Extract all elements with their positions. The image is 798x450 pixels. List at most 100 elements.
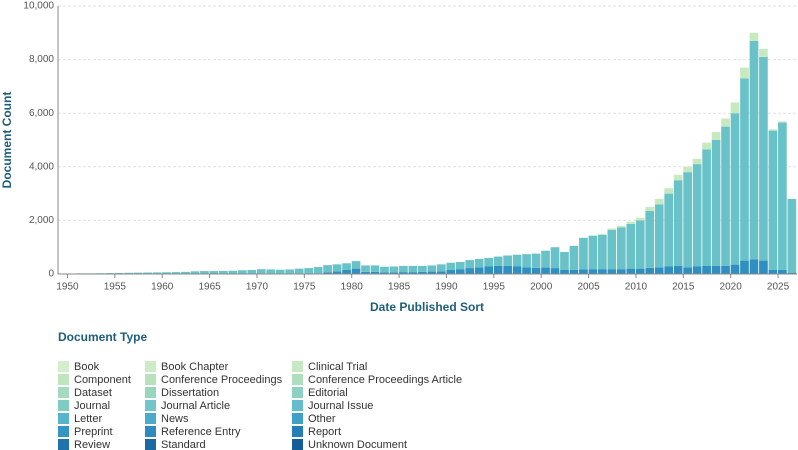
bar-segment [588, 235, 598, 236]
bar-segment [749, 40, 759, 260]
bar-segment [673, 174, 683, 181]
bar-segment [332, 264, 342, 272]
bar-segment [474, 267, 484, 274]
bar-segment [399, 265, 408, 273]
bar-segment [503, 265, 512, 274]
bar-segment [408, 272, 418, 274]
bar-segment [635, 217, 645, 221]
bar-segment [238, 270, 247, 274]
x-tick-label: 1965 [198, 282, 221, 293]
bar-segment [389, 272, 399, 274]
bar-segment [711, 131, 721, 140]
bar-segment [219, 270, 228, 274]
bar-segment [683, 172, 692, 268]
legend-label: Review [74, 439, 110, 450]
bar-segment [484, 266, 494, 274]
legend-swatch [145, 361, 156, 372]
bar-segment [304, 268, 314, 274]
legend-label: Journal Article [161, 400, 230, 412]
bar-segment [455, 269, 465, 274]
x-tick-label: 1990 [435, 282, 458, 293]
bar-segment [143, 272, 152, 274]
legend-label: Dataset [74, 387, 112, 399]
bar-segment [247, 269, 257, 274]
legend-label: Report [308, 426, 341, 438]
y-tick-label: 2,000 [29, 215, 54, 226]
bar-segment [740, 78, 749, 261]
legend-swatch [145, 400, 156, 411]
legend-swatch [292, 361, 303, 372]
legend-swatch [58, 387, 69, 398]
bar-segment [598, 234, 607, 270]
bar-segment [635, 268, 645, 274]
bar-segment [626, 221, 636, 224]
bar-segment [361, 265, 370, 272]
legend-swatch [145, 439, 156, 450]
legend-swatch [145, 387, 156, 398]
bar-segment [778, 269, 787, 274]
legend-label: Component [74, 374, 131, 386]
bar-segment [635, 220, 645, 269]
bar-segment [616, 269, 626, 274]
bar-segment [380, 266, 389, 273]
bar-segment [550, 268, 560, 274]
bar-segment [275, 269, 285, 274]
x-tick-label: 2025 [767, 282, 790, 293]
y-tick-label: 10,000 [23, 1, 54, 12]
bar-segment [493, 256, 503, 266]
bar-segment [484, 257, 494, 267]
bar-segment [418, 265, 427, 272]
y-axis-title: Document Count [0, 92, 14, 189]
bar-segment [408, 265, 418, 273]
bar-segment [342, 263, 351, 270]
bar-segment [673, 180, 683, 266]
legend-swatch [145, 374, 156, 385]
bar-segment [446, 262, 456, 270]
bar-segment [740, 260, 749, 274]
bar-segment [702, 149, 711, 266]
bar-segment [560, 269, 569, 274]
bar-segment [645, 211, 655, 268]
bar-segment [654, 204, 664, 268]
bar-segment [616, 227, 626, 270]
bar-segment [351, 268, 361, 274]
bar-segment [607, 229, 617, 270]
bar-segment [721, 265, 730, 274]
bar-segment [503, 255, 512, 266]
legend-label: Clinical Trial [308, 361, 367, 373]
bar-segment [436, 264, 446, 272]
bar-segment [370, 265, 380, 272]
bar-segment [598, 269, 607, 274]
x-tick-label: 2015 [672, 282, 695, 293]
legend-swatch [292, 374, 303, 385]
legend-swatch [292, 387, 303, 398]
bar-segment [323, 272, 332, 274]
bar-segment [455, 261, 465, 270]
legend-label: Letter [74, 413, 102, 425]
bar-segment [664, 266, 674, 274]
x-tick-label: 1995 [483, 282, 506, 293]
x-tick-label: 2010 [625, 282, 648, 293]
bar-segment [152, 272, 162, 274]
bar-segment [522, 254, 531, 268]
bar-segment [427, 265, 437, 272]
bar-segment [531, 267, 541, 274]
bar-segment [181, 271, 190, 274]
bar-segment [759, 48, 768, 57]
bar-segment [711, 140, 721, 266]
bar-segment [654, 198, 664, 205]
bar-segment [654, 267, 664, 274]
y-tick-label: 0 [48, 269, 54, 280]
legend-swatch [292, 400, 303, 411]
bar-segment [474, 258, 484, 268]
bar-segment [768, 269, 778, 274]
bar-segment [541, 267, 550, 274]
bar-segment [598, 233, 607, 235]
bar-segment [323, 265, 332, 273]
bar-segment [465, 268, 475, 274]
x-tick-label: 2000 [530, 282, 553, 293]
bar-segment [560, 252, 569, 270]
x-tick-label: 1975 [293, 282, 316, 293]
bar-segment [607, 269, 617, 274]
bar-segment [541, 250, 550, 268]
